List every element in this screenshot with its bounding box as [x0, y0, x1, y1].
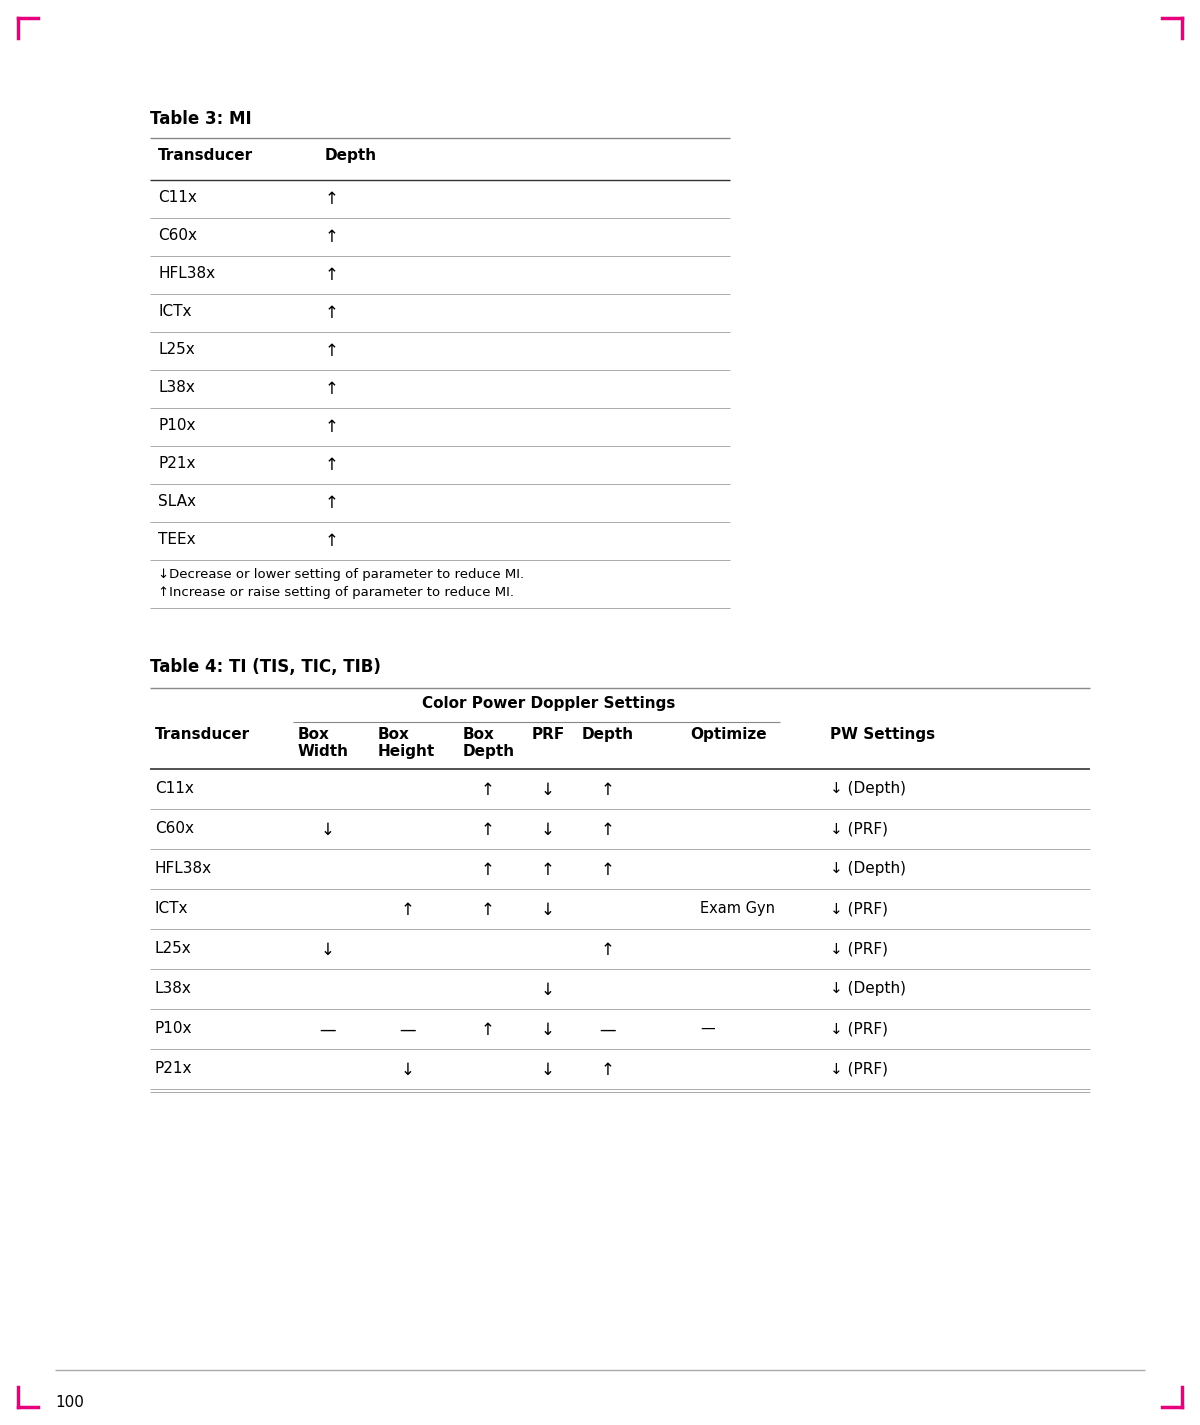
Text: —: —: [700, 1020, 715, 1036]
Text: ↓: ↓: [401, 1062, 415, 1079]
Text: ↑: ↑: [325, 190, 338, 208]
Text: Depth: Depth: [582, 727, 634, 742]
Text: Box
Width: Box Width: [298, 727, 349, 760]
Text: Depth: Depth: [325, 148, 377, 162]
Text: ↓: ↓: [541, 781, 554, 799]
Text: L38x: L38x: [158, 380, 194, 395]
Text: ↑: ↑: [325, 228, 338, 247]
Text: ↓Decrease or lower setting of parameter to reduce MI.: ↓Decrease or lower setting of parameter …: [158, 569, 524, 581]
Text: ↑: ↑: [481, 861, 494, 879]
Text: ↑: ↑: [481, 1020, 494, 1039]
Text: ICTx: ICTx: [155, 901, 188, 916]
Text: P21x: P21x: [155, 1062, 192, 1076]
Text: ↑: ↑: [325, 494, 338, 512]
Text: ↓: ↓: [322, 940, 335, 959]
Text: L25x: L25x: [158, 342, 194, 358]
Text: ↑Increase or raise setting of parameter to reduce MI.: ↑Increase or raise setting of parameter …: [158, 586, 514, 598]
Text: HFL38x: HFL38x: [155, 861, 212, 876]
Text: HFL38x: HFL38x: [158, 266, 215, 281]
Text: ↑: ↑: [481, 901, 494, 919]
Text: ↑: ↑: [325, 266, 338, 284]
Text: ↑: ↑: [325, 380, 338, 398]
Text: L38x: L38x: [155, 980, 192, 996]
Text: Box
Depth: Box Depth: [463, 727, 515, 760]
Text: ↓ (PRF): ↓ (PRF): [830, 821, 888, 836]
Text: ↓: ↓: [541, 1020, 554, 1039]
Text: —: —: [319, 1020, 336, 1039]
Text: Color Power Doppler Settings: Color Power Doppler Settings: [422, 695, 676, 711]
Text: ICTx: ICTx: [158, 304, 192, 319]
Text: Box
Height: Box Height: [378, 727, 436, 760]
Text: ↓ (PRF): ↓ (PRF): [830, 940, 888, 956]
Text: Optimize: Optimize: [690, 727, 767, 742]
Text: TEEx: TEEx: [158, 532, 196, 547]
Text: ↓: ↓: [541, 901, 554, 919]
Text: ↑: ↑: [325, 342, 338, 361]
Text: 100: 100: [55, 1395, 84, 1409]
Text: ↑: ↑: [325, 532, 338, 550]
Text: ↑: ↑: [325, 304, 338, 322]
Text: ↓: ↓: [541, 821, 554, 839]
Text: ↓: ↓: [541, 980, 554, 999]
Text: ↓ (Depth): ↓ (Depth): [830, 861, 906, 876]
Text: P10x: P10x: [155, 1020, 192, 1036]
Text: ↓ (PRF): ↓ (PRF): [830, 1020, 888, 1036]
Text: ↑: ↑: [601, 1062, 614, 1079]
Text: SLAx: SLAx: [158, 494, 196, 509]
Text: —: —: [600, 1020, 617, 1039]
Text: ↑: ↑: [601, 861, 614, 879]
Text: ↑: ↑: [481, 781, 494, 799]
Text: ↓: ↓: [322, 821, 335, 839]
Text: ↑: ↑: [601, 821, 614, 839]
Text: C11x: C11x: [158, 190, 197, 205]
Text: Table 4: TI (TIS, TIC, TIB): Table 4: TI (TIS, TIC, TIB): [150, 658, 380, 675]
Text: ↑: ↑: [541, 861, 554, 879]
Text: PW Settings: PW Settings: [830, 727, 935, 742]
Text: ↓ (Depth): ↓ (Depth): [830, 781, 906, 797]
Text: C11x: C11x: [155, 781, 194, 797]
Text: PRF: PRF: [532, 727, 565, 742]
Text: ↑: ↑: [481, 821, 494, 839]
Text: ↓ (PRF): ↓ (PRF): [830, 1062, 888, 1076]
Text: ↓: ↓: [541, 1062, 554, 1079]
Text: Transducer: Transducer: [155, 727, 250, 742]
Text: C60x: C60x: [158, 228, 197, 244]
Text: ↑: ↑: [601, 940, 614, 959]
Text: L25x: L25x: [155, 940, 192, 956]
Text: Transducer: Transducer: [158, 148, 253, 162]
Text: P10x: P10x: [158, 418, 196, 433]
Text: ↑: ↑: [601, 781, 614, 799]
Text: ↑: ↑: [401, 901, 415, 919]
Text: Exam Gyn: Exam Gyn: [700, 901, 775, 916]
Text: ↓ (PRF): ↓ (PRF): [830, 901, 888, 916]
Text: C60x: C60x: [155, 821, 194, 836]
Text: ↑: ↑: [325, 456, 338, 475]
Text: ↓ (Depth): ↓ (Depth): [830, 980, 906, 996]
Text: P21x: P21x: [158, 456, 196, 472]
Text: Table 3: MI: Table 3: MI: [150, 110, 252, 128]
Text: ↑: ↑: [325, 418, 338, 436]
Text: —: —: [400, 1020, 416, 1039]
